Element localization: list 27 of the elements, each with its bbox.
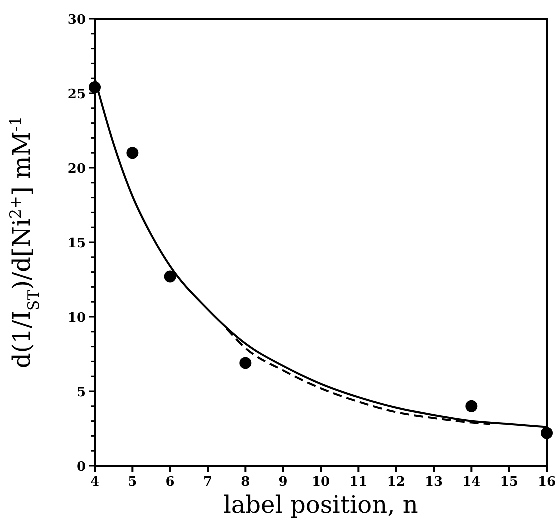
- x-tick-label: 13: [424, 475, 444, 490]
- y-tick-label: 5: [76, 386, 86, 400]
- y-tick-label: 15: [68, 236, 86, 252]
- x-tick-label: 6: [166, 475, 175, 490]
- point: [541, 427, 553, 440]
- y-tick-label: 10: [68, 311, 86, 326]
- y-tick-label: 0: [76, 460, 86, 475]
- x-tick-label: 14: [462, 475, 481, 490]
- point: [126, 147, 139, 160]
- x-axis-title: label position, n: [224, 491, 418, 519]
- x-tick-label: 10: [312, 475, 330, 490]
- y-tick-label: 20: [68, 162, 86, 177]
- y-tick-label: 30: [68, 13, 86, 28]
- x-tick-label: 5: [128, 475, 138, 490]
- y-tick-label: 25: [68, 88, 86, 102]
- x-tick-label: 8: [241, 475, 250, 490]
- x-tick-label: 7: [203, 475, 213, 490]
- x-tick-label: 4: [90, 475, 100, 490]
- point: [240, 357, 252, 370]
- point: [164, 270, 176, 283]
- x-tick-label: 16: [538, 475, 556, 490]
- x-tick-label: 15: [500, 475, 518, 490]
- x-tick-label: 12: [387, 475, 406, 490]
- x-tick-label: 11: [350, 475, 368, 490]
- point: [466, 400, 478, 412]
- x-tick-label: 9: [278, 475, 288, 490]
- line-series: [226, 328, 492, 426]
